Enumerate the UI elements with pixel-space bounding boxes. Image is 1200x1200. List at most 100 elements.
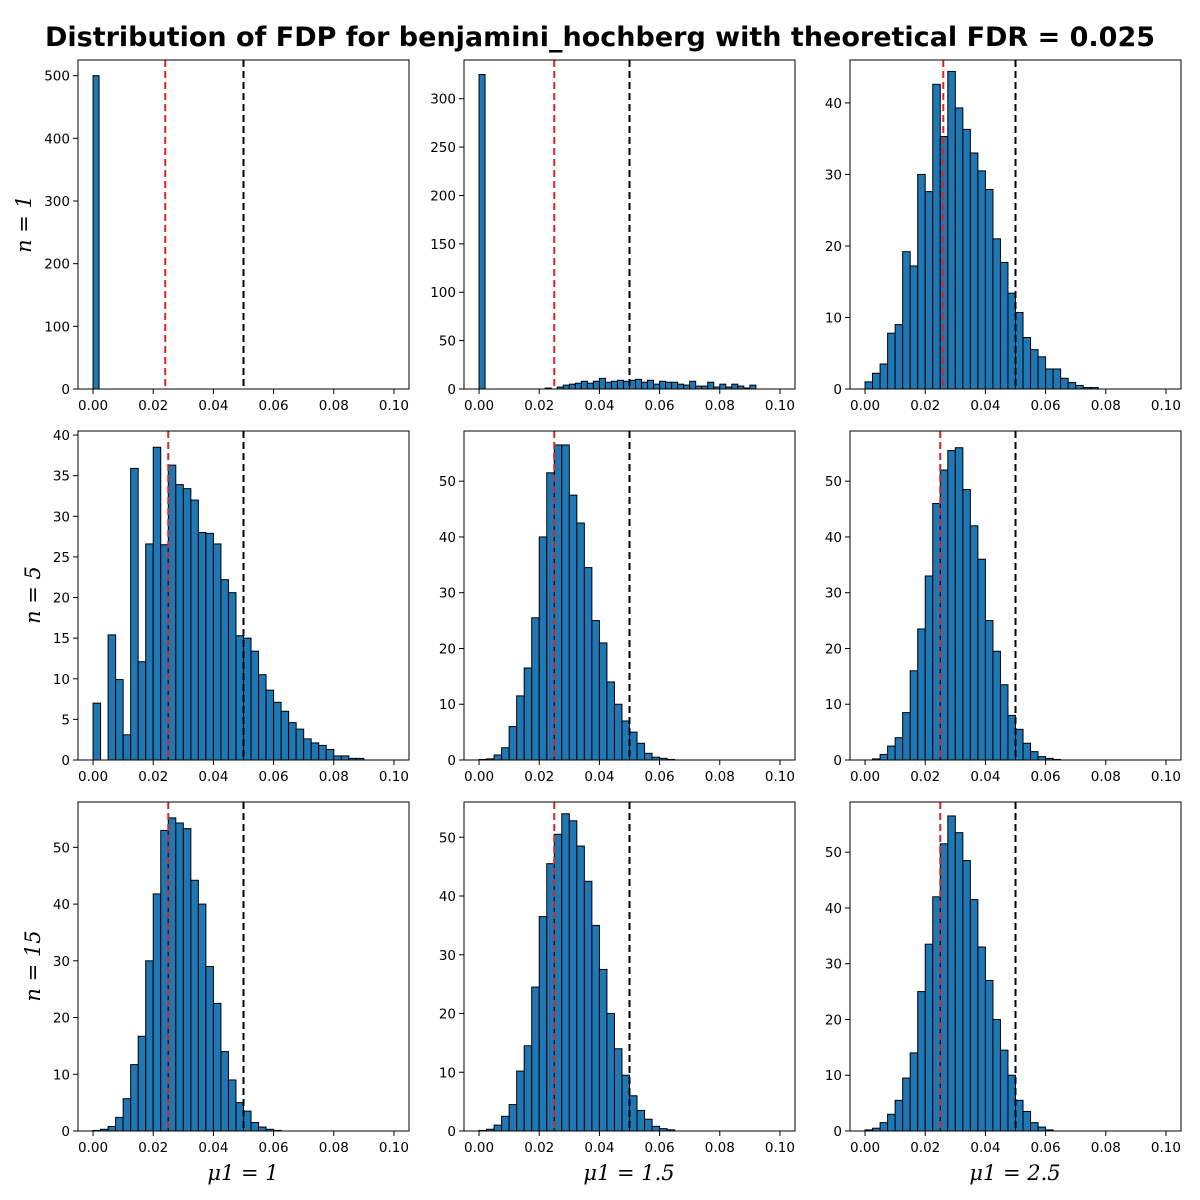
histogram-bar [576, 845, 585, 1132]
histogram-bar [92, 702, 102, 761]
histogram-bar [568, 383, 576, 390]
x-tick-label: 0.02 [524, 1140, 554, 1156]
histogram-bar [553, 444, 563, 761]
x-tick-label: 0.08 [319, 1140, 349, 1156]
histogram-bar [107, 1125, 117, 1132]
col-label-2: μ1 = 2.5 [969, 1161, 1060, 1185]
y-tick-label: 10 [825, 697, 842, 713]
histogram-bar [683, 384, 691, 390]
histogram-bar [318, 744, 327, 761]
histogram-bar [553, 833, 563, 1132]
histogram-bar [591, 924, 600, 1132]
histogram-bar [190, 879, 199, 1132]
histogram-bar [568, 494, 578, 761]
axis-labels: n = 1 n = 5 n = 15 μ1 = 1 μ1 = 1.5 μ1 = 2.5 [12, 195, 1061, 1185]
histogram-bar [197, 903, 207, 1132]
x-tick-label: 0.00 [850, 1140, 880, 1156]
histogram-bar [576, 522, 585, 761]
y-tick-label: 15 [53, 631, 70, 647]
histogram-bar [887, 332, 896, 390]
histogram-bar [175, 484, 184, 761]
y-tick-label: 10 [825, 310, 842, 326]
y-tick-label: 30 [825, 586, 842, 602]
histogram-bar [212, 1002, 222, 1132]
y-tick-label: 50 [439, 334, 456, 350]
y-tick-label: 0 [833, 382, 842, 398]
histogram-bar [616, 379, 624, 390]
histogram-bar [651, 1125, 661, 1132]
histogram-bar [531, 986, 540, 1132]
histogram-bar [1067, 382, 1077, 390]
x-tick-label: 0.10 [765, 769, 795, 785]
histogram-bar [1007, 1074, 1016, 1132]
histogram-bar [864, 381, 874, 390]
y-tick-label: 200 [44, 257, 70, 273]
y-tick-label: 35 [53, 469, 70, 485]
histogram-bar [583, 567, 593, 761]
x-tick-label: 0.10 [379, 769, 409, 785]
histogram-bar [924, 943, 934, 1132]
x-tick-label: 0.10 [1151, 1140, 1181, 1156]
y-tick-label: 40 [439, 889, 456, 905]
histogram-bar [130, 1064, 139, 1132]
y-tick-label: 10 [439, 697, 456, 713]
panel-grid: 0.00 0.02 0.04 0.06 0.08 0.100100200300400500… [44, 59, 1182, 1156]
histogram-bar [924, 191, 934, 390]
x-tick-label: 0.02 [910, 1140, 940, 1156]
histogram-bar [606, 1013, 615, 1132]
histogram-bar [659, 380, 667, 390]
histogram-bar [902, 1077, 911, 1132]
histogram-bar [1075, 384, 1084, 390]
histogram-bar [212, 543, 222, 761]
x-tick-label: 0.00 [78, 398, 108, 414]
histogram-bar [731, 383, 739, 390]
y-tick-label: 40 [53, 897, 70, 913]
y-tick-label: 50 [439, 474, 456, 490]
histogram-bar [665, 381, 673, 390]
histogram-bar [939, 469, 949, 761]
y-tick-label: 50 [825, 474, 842, 490]
y-tick-label: 0 [61, 753, 70, 769]
histogram-bar [258, 1126, 267, 1132]
histogram-bar [992, 650, 1001, 761]
histogram-bar [1022, 742, 1032, 761]
histogram-bar [872, 372, 881, 390]
histogram-bar [333, 755, 342, 761]
histogram-bar [598, 377, 606, 390]
histogram-bar [909, 670, 919, 761]
y-tick-label: 0 [61, 1124, 70, 1140]
histogram-bar [924, 575, 934, 761]
histogram-bar [719, 383, 727, 390]
x-tick-label: 0.02 [524, 769, 554, 785]
row-label-1: n = 5 [21, 566, 45, 624]
histogram-bar [122, 1098, 132, 1132]
histogram-bar [1022, 1110, 1032, 1132]
y-tick-label: 40 [53, 428, 70, 444]
histogram-bar [205, 532, 214, 761]
y-tick-label: 150 [430, 237, 456, 253]
y-tick-label: 20 [439, 1007, 456, 1023]
histogram-bar [160, 829, 169, 1132]
axes-frame [463, 59, 796, 390]
y-tick-label: 20 [439, 641, 456, 657]
y-tick-label: 30 [825, 957, 842, 973]
x-tick-label: 0.04 [584, 398, 614, 414]
y-tick-label: 100 [44, 319, 70, 335]
histogram-bar [977, 170, 986, 390]
histogram-bar [546, 863, 555, 1132]
x-tick-label: 0.10 [1151, 769, 1181, 785]
histogram-bar [894, 1099, 904, 1132]
histogram-bar [586, 382, 594, 390]
x-tick-label: 0.04 [970, 398, 1000, 414]
x-tick-label: 0.02 [524, 398, 554, 414]
histogram-bar [879, 363, 889, 390]
histogram-bar [137, 661, 147, 761]
histogram-bar [501, 1115, 510, 1132]
histogram-bar [235, 1102, 244, 1132]
histogram-bar [1007, 292, 1016, 390]
histogram-bar [932, 502, 941, 761]
histogram-panel-r1-c2: 0.00 0.02 0.04 0.06 0.08 0.10 0 10 20 30 40 50 [825, 430, 1182, 785]
y-tick-label: 400 [44, 131, 70, 147]
y-tick-label: 300 [44, 194, 70, 210]
